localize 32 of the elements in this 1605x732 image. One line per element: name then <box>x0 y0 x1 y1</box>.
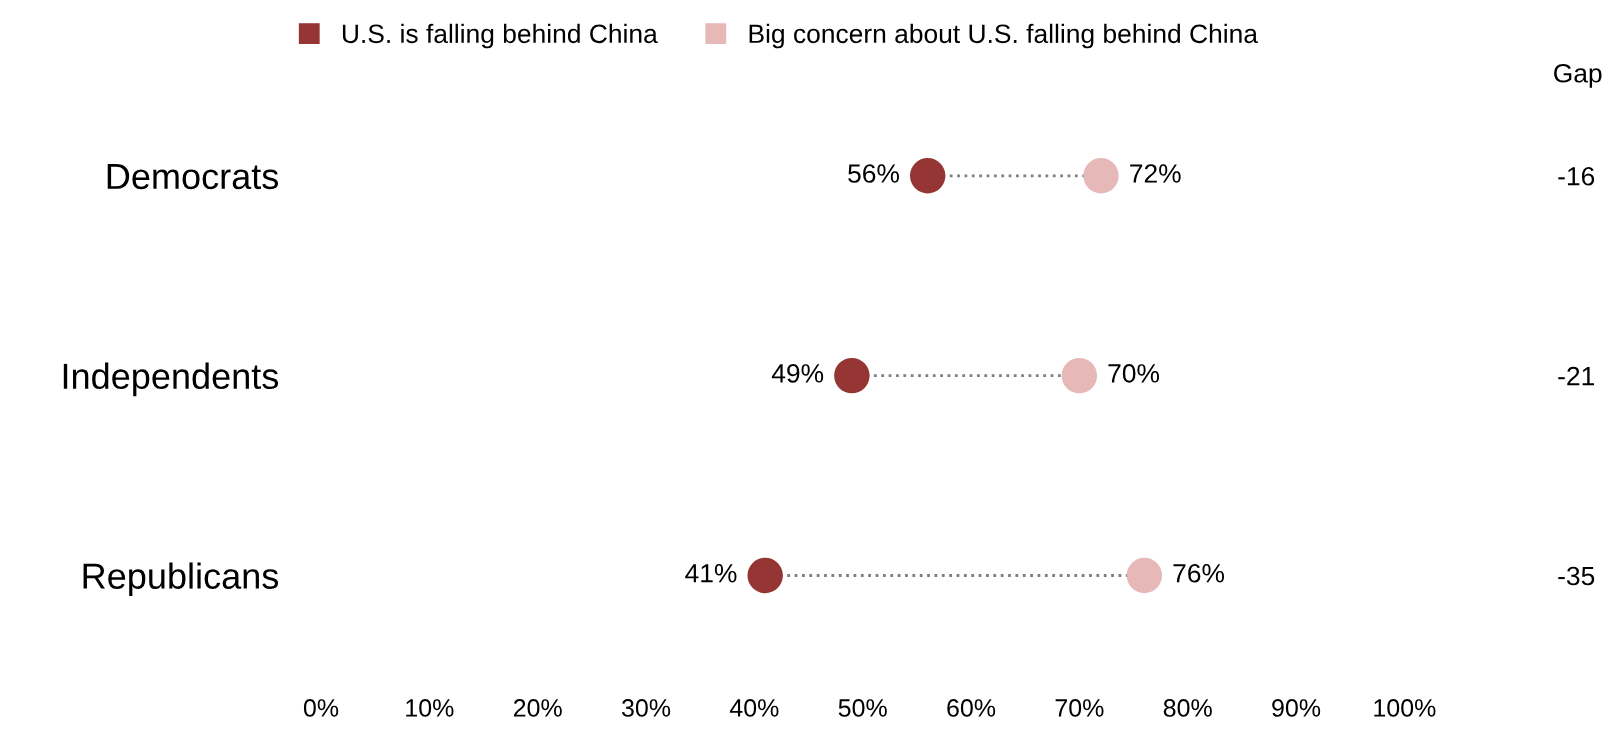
y2-tick-label: -16 <box>1558 166 1595 186</box>
y2-axis-title: Gap <box>1554 63 1602 88</box>
point <box>1083 158 1119 194</box>
data-label: 70% <box>1108 364 1160 383</box>
y-tick-label: Democrats <box>107 164 279 190</box>
x-tick-label: 20% <box>513 699 562 717</box>
point <box>1126 557 1163 594</box>
data-label: 76% <box>1173 563 1225 583</box>
x-tick-label: 80% <box>1163 699 1212 717</box>
point <box>1061 357 1098 394</box>
y-tick-label: Independents <box>63 362 279 397</box>
point <box>834 357 870 394</box>
y2-tick-label: -35 <box>1558 566 1595 586</box>
data-label: 49% <box>771 364 824 383</box>
y2-tick-label: -21 <box>1558 366 1595 386</box>
x-tick-label: 40% <box>729 699 779 717</box>
point <box>909 158 946 194</box>
x-tick-label: 70% <box>1055 699 1104 717</box>
y-tick-label: Republicans <box>83 562 279 597</box>
data-label: 72% <box>1130 164 1181 183</box>
x-tick-label: 0% <box>303 699 339 717</box>
x-tick-label: 30% <box>621 699 671 717</box>
x-tick-label: 50% <box>838 699 887 717</box>
x-tick-label: 100% <box>1374 699 1436 717</box>
x-tick-label: 60% <box>947 699 996 717</box>
data-label: 41% <box>685 564 737 583</box>
x-tick-label: 10% <box>406 699 454 717</box>
point <box>747 557 783 594</box>
data-label: 56% <box>848 164 899 183</box>
legend-label: U.S. is falling behind China <box>342 23 658 49</box>
legend-label: Big concern about U.S. falling behind China <box>749 23 1258 49</box>
x-tick-label: 90% <box>1272 699 1321 717</box>
